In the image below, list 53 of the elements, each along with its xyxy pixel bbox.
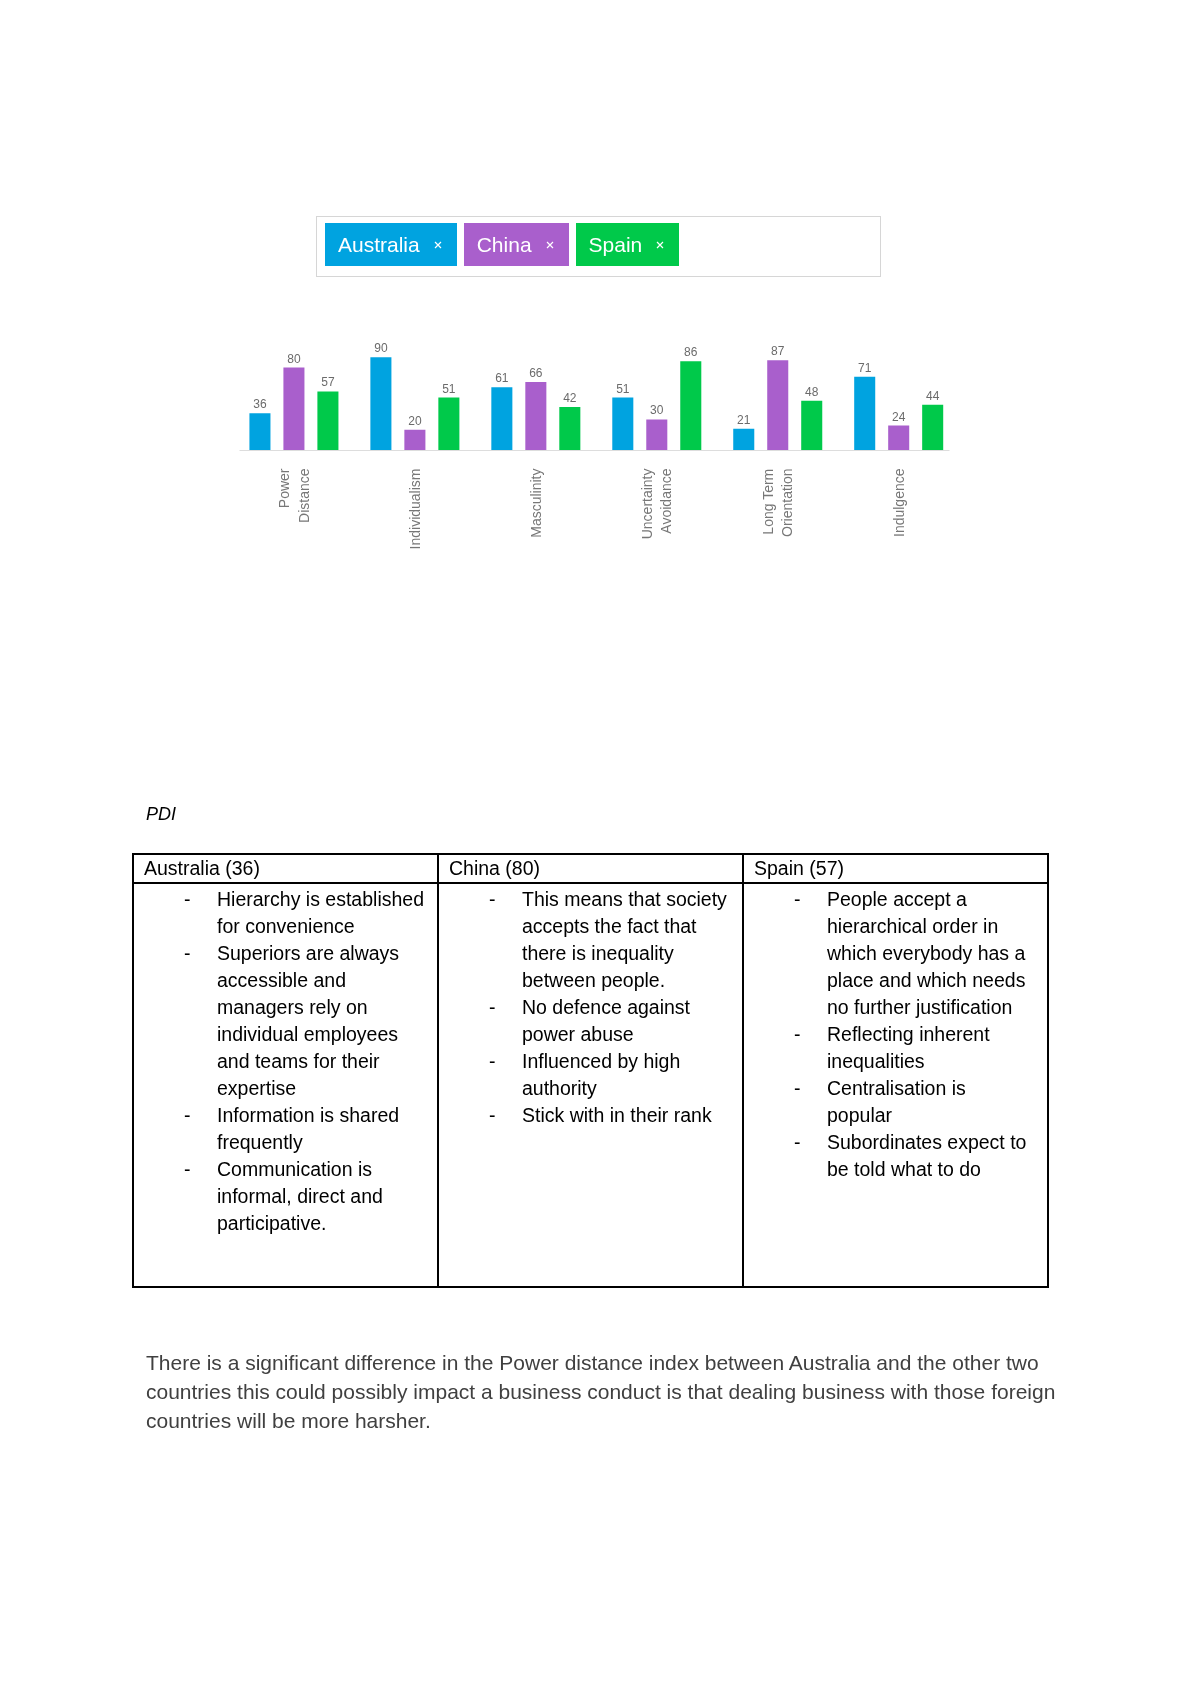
bar [922,404,944,451]
data-label: 36 [253,397,267,412]
text: China (80) [438,854,743,883]
data-label: 48 [805,384,819,399]
data-label: 44 [926,388,940,403]
data-label: 87 [771,344,785,359]
bar [801,400,823,451]
data-label: 80 [287,351,301,366]
x-tick-label: Power Distance [276,468,312,523]
data-label: 66 [529,366,543,381]
bar [646,419,668,451]
x-tick-label: Long Term Orientation [760,468,796,537]
bar [767,360,789,451]
bar [854,376,876,451]
bar [249,413,271,451]
bar [317,391,339,451]
x-tick-label: Uncertainty Avoidance [639,468,675,540]
text: China [476,231,532,258]
bar [888,425,910,451]
x-tick-label: Individualism [406,468,423,550]
data-label: 30 [650,403,664,418]
data-label: 57 [321,375,335,390]
text: Australia [338,231,420,258]
data-label: 24 [892,409,906,424]
data-label: 51 [616,381,630,396]
x-tick-label: Masculinity [527,468,544,538]
text: - Hierarchy is established for convenience - Superiors are always accessible and managers rely on individual employees and teams for their expertise - Information is shared frequently - Communication is informal, direct and participative. [184,888,425,1234]
bar [370,357,392,451]
bar [680,361,702,451]
data-label: 42 [563,390,577,405]
bar [612,397,634,451]
text: - This means that society accepts the fact that there is inequality between people. - No defence against power abuse - Influenced by high authority - Stick with in their rank [489,888,727,1126]
data-label: 51 [442,381,456,396]
data-label: 86 [684,345,698,360]
data-label: 90 [374,341,388,356]
data-label: 61 [495,371,509,386]
text: Australia (36) [133,854,438,883]
x-tick-label: Indulgence [890,468,907,537]
data-label: 21 [737,412,751,427]
bar [733,428,755,451]
bar [404,429,426,451]
bar [491,387,513,451]
text: There is a significant difference in the Power distance index between Australia and the other two countries this could possibly impact a business conduct is that dealing business with those foreign countries will be more harsher. [146,1350,1057,1434]
bar [559,406,581,451]
data-label: 71 [858,360,872,375]
text: Spain [588,231,643,258]
bar [283,367,305,451]
text: Spain (57) [743,854,1048,883]
bar [525,382,547,451]
bar [438,397,460,451]
data-label: 20 [408,413,422,428]
text: - People accept a hierarchical order in which everybody has a place and which needs no further justification - Reflecting inherent inequalities - Centralisation is popular - Subordinates expect to be told what to do [794,888,1027,1180]
text: PDI [146,803,177,826]
